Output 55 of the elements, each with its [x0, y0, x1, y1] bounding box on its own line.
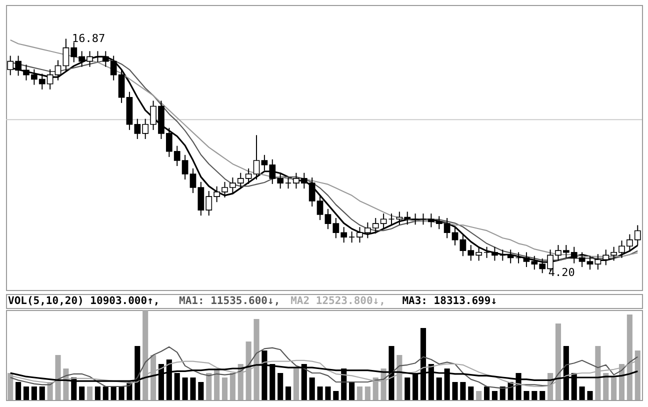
bar [94, 386, 100, 400]
text: MA1: 11535.600↓, [179, 295, 280, 307]
bar [206, 373, 212, 400]
bar [540, 391, 546, 400]
bar [182, 378, 188, 400]
bar [333, 391, 339, 400]
bar [285, 386, 292, 400]
bar [293, 368, 299, 400]
bar [468, 386, 474, 400]
bar [364, 386, 370, 400]
candlestick [412, 213, 418, 226]
bar [587, 391, 593, 400]
bar [460, 382, 466, 400]
annotation: 4.20 [548, 266, 575, 280]
bar [325, 386, 331, 400]
bar [190, 378, 196, 400]
bar [484, 386, 490, 400]
bar [492, 391, 498, 400]
bar [31, 386, 37, 400]
bar [278, 373, 284, 400]
bar [579, 386, 585, 400]
bar [356, 386, 363, 400]
bar [500, 386, 506, 400]
candlestick [54, 60, 62, 81]
bar [222, 378, 228, 400]
bar [102, 386, 108, 400]
bar [349, 382, 355, 400]
bar [110, 386, 116, 400]
bar [317, 386, 323, 400]
bar [404, 378, 410, 400]
candlestick [348, 231, 355, 244]
candlestick [420, 213, 426, 226]
candlestick [285, 176, 292, 190]
bar [118, 386, 124, 400]
bar [79, 386, 85, 400]
text: MA3: 18313.699↓ [402, 295, 498, 307]
candlestick [253, 134, 260, 180]
bar [603, 373, 609, 400]
bar [452, 382, 458, 400]
bar [532, 391, 538, 400]
bar [436, 378, 442, 400]
bar [16, 382, 22, 400]
annotation: 16.87 [72, 32, 106, 45]
bar [86, 386, 93, 400]
text: MA2 12523.800↓, [290, 295, 386, 307]
bar [39, 386, 45, 400]
bar [476, 391, 482, 400]
bar [611, 378, 617, 400]
candlestick [388, 213, 395, 226]
candlestick [484, 246, 490, 258]
bar [23, 386, 30, 400]
bar [198, 382, 204, 400]
chart-title: VOL(5,10,20) 10903.000↑, [8, 295, 160, 307]
bar [524, 391, 530, 400]
bar [309, 378, 315, 400]
